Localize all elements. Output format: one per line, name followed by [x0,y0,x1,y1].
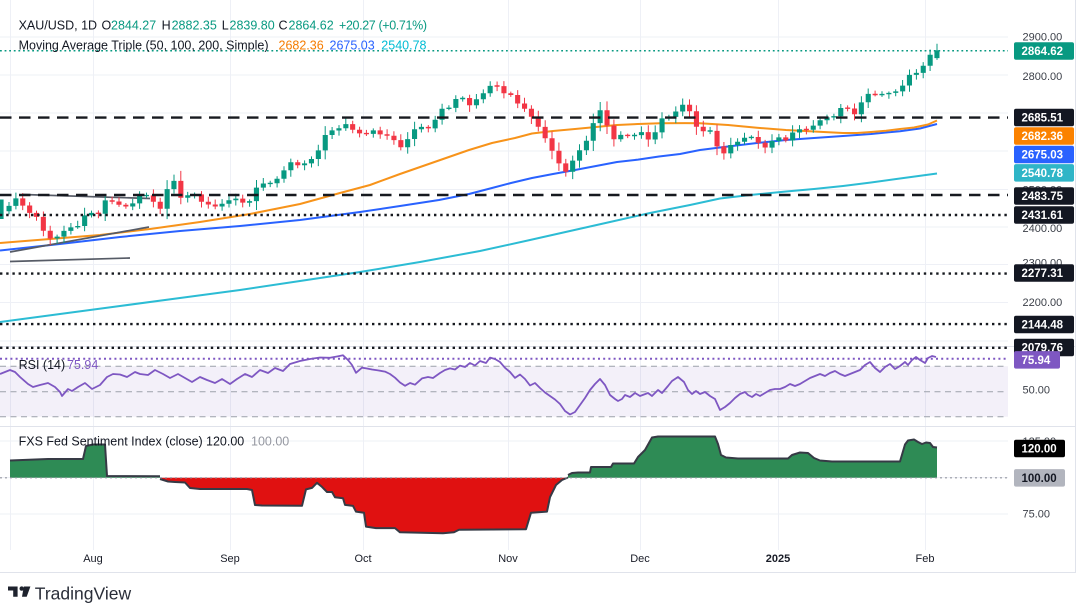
svg-text:FXS Fed Sentiment Index (close: FXS Fed Sentiment Index (close) [19,435,203,449]
svg-text:75.00: 75.00 [1023,509,1051,521]
svg-text:50.00: 50.00 [1023,385,1051,397]
svg-text:Feb: Feb [916,553,935,565]
svg-text:120.00: 120.00 [1022,444,1057,456]
svg-text:2900.00: 2900.00 [1023,32,1063,44]
svg-text:C: C [279,19,288,33]
svg-text:2864.62: 2864.62 [1022,46,1064,58]
svg-text:XAU/USD, 1D: XAU/USD, 1D [19,19,98,33]
svg-text:RSI (14): RSI (14) [19,358,66,372]
svg-text:120.00: 120.00 [206,435,244,449]
svg-text:Dec: Dec [630,553,650,565]
svg-text:2682.36: 2682.36 [279,38,324,52]
svg-text:2844.27: 2844.27 [111,19,156,33]
svg-text:2200.00: 2200.00 [1023,297,1063,309]
svg-text:L: L [222,19,229,33]
svg-text:2277.31: 2277.31 [1022,268,1064,280]
svg-text:2540.78: 2540.78 [1022,168,1064,180]
svg-text:Oct: Oct [354,553,371,565]
svg-text:+20.27 (+0.71%): +20.27 (+0.71%) [339,19,427,33]
svg-text:2800.00: 2800.00 [1023,71,1063,83]
svg-text:O: O [102,19,112,33]
svg-text:H: H [162,19,171,33]
svg-text:75.94: 75.94 [67,358,98,372]
svg-text:2685.51: 2685.51 [1022,113,1064,125]
svg-text:2025: 2025 [766,553,790,565]
svg-text:100.00: 100.00 [1022,473,1057,485]
svg-text:2675.03: 2675.03 [1022,150,1064,162]
svg-text:Sep: Sep [220,553,240,565]
svg-text:TradingView: TradingView [35,584,132,604]
svg-text:100.00: 100.00 [251,435,289,449]
svg-text:2675.03: 2675.03 [330,38,375,52]
svg-text:2839.80: 2839.80 [230,19,275,33]
svg-text:2400.00: 2400.00 [1023,223,1063,235]
svg-text:Nov: Nov [498,553,518,565]
svg-text:2483.75: 2483.75 [1022,191,1064,203]
svg-text:2882.35: 2882.35 [172,19,217,33]
svg-text:2682.36: 2682.36 [1022,131,1064,143]
svg-text:2540.78: 2540.78 [381,38,426,52]
svg-text:Aug: Aug [83,553,103,565]
svg-text:2431.61: 2431.61 [1022,210,1064,222]
svg-text:75.94: 75.94 [1022,355,1051,367]
svg-text:2864.62: 2864.62 [289,19,334,33]
svg-text:2144.48: 2144.48 [1022,320,1064,332]
svg-text:Moving Average Triple (50, 100: Moving Average Triple (50, 100, 200, Sim… [19,38,269,52]
